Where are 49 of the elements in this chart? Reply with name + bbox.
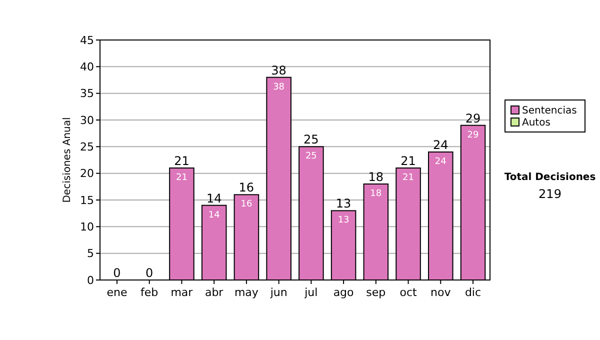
y-tick-label: 0 (87, 274, 94, 287)
x-tick-label: jul (304, 286, 318, 299)
data-label: 24 (434, 157, 447, 167)
y-tick-label: 30 (80, 114, 94, 127)
y-tick-label: 15 (80, 194, 94, 207)
data-label: 14 (208, 210, 220, 220)
y-tick-label: 5 (87, 247, 94, 260)
x-tick-label: feb (140, 286, 158, 299)
y-tick-label: 40 (80, 60, 94, 74)
x-tick-label: nov (430, 286, 452, 299)
total-label: 29 (465, 111, 481, 126)
total-label: 21 (174, 154, 190, 168)
text: 219 (538, 187, 562, 201)
y-tick-label: 10 (80, 220, 94, 234)
y-tick-label: 45 (80, 34, 94, 47)
x-tick-label: sep (366, 286, 386, 299)
total-label: 24 (433, 138, 448, 152)
data-label: 16 (240, 200, 252, 210)
total-label: 13 (336, 196, 352, 211)
data-label: 18 (370, 189, 382, 199)
total-label: 21 (400, 154, 416, 168)
legend-label: Autos (522, 118, 550, 128)
x-tick-label: abr (204, 286, 224, 299)
total-label: 16 (238, 180, 254, 195)
data-label: 25 (305, 152, 317, 162)
data-label: 29 (467, 130, 480, 140)
x-tick-label: mar (170, 286, 194, 299)
total-label: 14 (206, 191, 222, 206)
y-tick-label: 35 (80, 87, 94, 100)
x-tick-label: ene (106, 286, 128, 299)
data-label: 21 (176, 173, 188, 183)
total-label: 0 (146, 266, 154, 280)
y-axis-title: Decisiones Anual (62, 117, 73, 203)
x-tick-label: may (234, 286, 259, 299)
total-label: 38 (271, 63, 286, 78)
total-label: 25 (304, 132, 319, 147)
total-label: 18 (368, 170, 384, 184)
x-tick-label: oct (400, 286, 418, 299)
y-tick-label: 25 (80, 140, 94, 154)
legend-label: Sentencias (522, 106, 577, 116)
x-tick-label: dic (464, 286, 482, 299)
total-label: 0 (113, 266, 121, 280)
data-label: 13 (338, 216, 350, 226)
data-label: 21 (402, 173, 414, 183)
x-tick-label: ago (333, 286, 354, 299)
data-label: 38 (273, 82, 285, 92)
text: Total Decisiones (504, 172, 596, 183)
x-tick-label: jun (269, 286, 288, 299)
y-tick-label: 20 (80, 167, 94, 180)
